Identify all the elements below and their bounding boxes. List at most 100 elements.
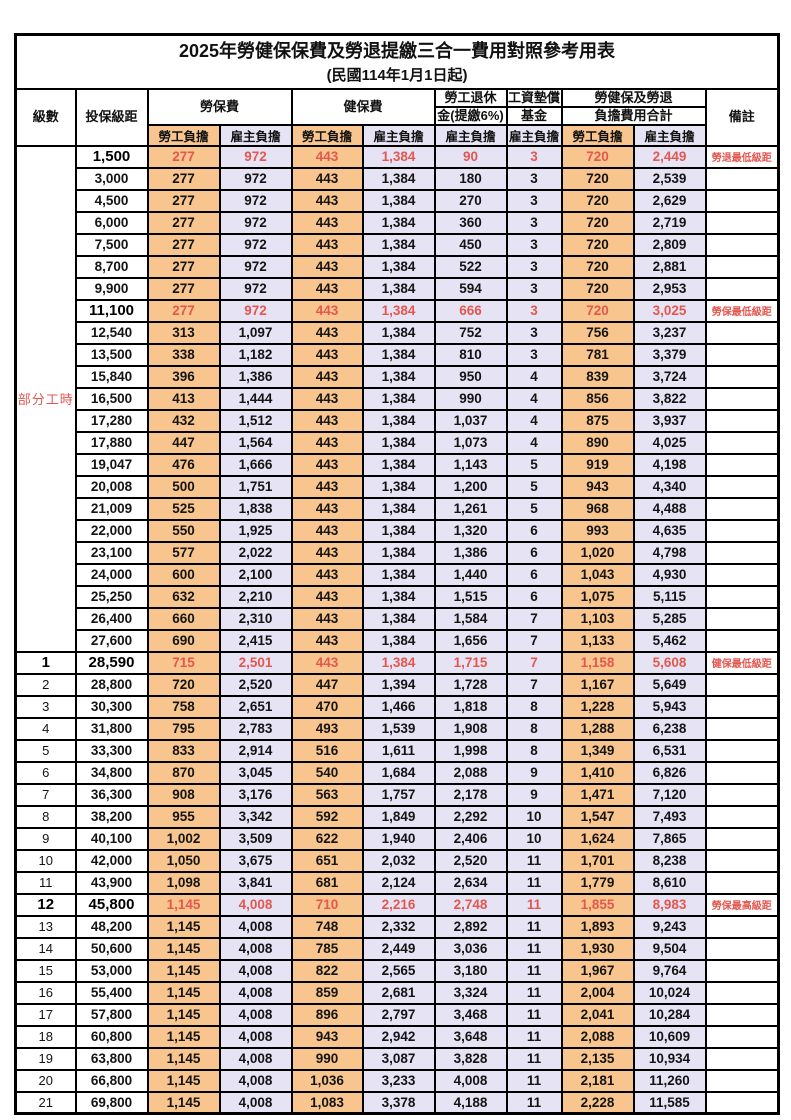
- cell-health-employer: 1,384: [361, 452, 436, 477]
- subheader-labor-employee: 勞工負擔: [146, 123, 221, 147]
- cell-labor-employer: 1,444: [218, 386, 293, 411]
- cell-total-employee: 993: [560, 518, 635, 543]
- cell-health-employee: 516: [290, 738, 364, 763]
- cell-level: 9: [14, 826, 77, 851]
- cell-health-employee: 1,083: [290, 1090, 364, 1115]
- cell-health-employer: 1,757: [361, 782, 436, 807]
- cell-total-employee: 856: [560, 386, 635, 411]
- header-labor-group: 勞保費: [146, 87, 293, 126]
- cell-level: 6: [14, 760, 77, 785]
- cell-wage-fund-employer: 11: [505, 1024, 563, 1049]
- cell-total-employee: 2,004: [560, 980, 635, 1005]
- cell-wage-fund-employer: 3: [505, 320, 563, 345]
- cell-health-employer: 1,384: [361, 298, 436, 323]
- cell-labor-employee: 413: [146, 386, 221, 411]
- cell-remark: [704, 474, 780, 499]
- cell-labor-employer: 2,415: [218, 628, 293, 653]
- cell-total-employee: 919: [560, 452, 635, 477]
- cell-bracket: 22,000: [74, 518, 149, 543]
- table-container: 2025年勞健保保費及勞退提繳三合一費用對照參考用表 (民國114年1月1日起)…: [14, 33, 781, 1115]
- cell-labor-employee: 277: [146, 210, 221, 235]
- cell-wage-fund-employer: 5: [505, 474, 563, 499]
- table-row: 15,840 396 1,386 443 1,384 950 4 839 3,724: [16, 364, 780, 389]
- cell-labor-employee: 277: [146, 144, 221, 169]
- cell-labor-employee: 1,145: [146, 1068, 221, 1093]
- cell-health-employer: 1,384: [361, 144, 436, 169]
- cell-total-employer: 3,025: [632, 298, 707, 323]
- cell-remark: [704, 760, 780, 785]
- cell-labor-employee: 908: [146, 782, 221, 807]
- cell-remark: 勞退最低級距: [704, 144, 780, 169]
- cell-labor-employer: 4,008: [218, 980, 293, 1005]
- cell-labor-employee: 955: [146, 804, 221, 829]
- cell-labor-employee: 525: [146, 496, 221, 521]
- cell-pension-employer: 3,180: [433, 958, 508, 983]
- cell-labor-employer: 2,501: [218, 650, 293, 675]
- cell-bracket: 23,100: [74, 540, 149, 565]
- title-cell: 2025年勞健保保費及勞退提繳三合一費用對照參考用表 (民國114年1月1日起): [14, 33, 780, 90]
- cell-labor-employer: 2,914: [218, 738, 293, 763]
- cell-bracket: 43,900: [74, 870, 149, 895]
- cell-bracket: 33,300: [74, 738, 149, 763]
- cell-pension-employer: 1,200: [433, 474, 508, 499]
- cell-labor-employer: 2,310: [218, 606, 293, 631]
- table-row: 8 38,200 955 3,342 592 1,849 2,292 10 1,547 7,493: [14, 804, 780, 829]
- cell-remark: [704, 386, 780, 411]
- cell-bracket: 60,800: [74, 1024, 149, 1049]
- cell-total-employer: 4,025: [632, 430, 707, 455]
- cell-level: 10: [14, 848, 77, 873]
- cell-labor-employer: 972: [218, 254, 293, 279]
- table-row: 4,500 277 972 443 1,384 270 3 720 2,629: [16, 188, 780, 213]
- cell-labor-employee: 1,145: [146, 1024, 221, 1049]
- cell-bracket: 19,047: [74, 452, 149, 477]
- table-row: 6 34,800 870 3,045 540 1,684 2,088 9 1,410 6,826: [14, 760, 780, 785]
- cell-health-employee: 943: [290, 1024, 364, 1049]
- cell-bracket: 24,000: [74, 562, 149, 587]
- page-subtitle: (民國114年1月1日起): [326, 66, 468, 84]
- cell-total-employee: 1,701: [560, 848, 635, 873]
- cell-total-employer: 2,953: [632, 276, 707, 301]
- cell-bracket: 7,500: [74, 232, 149, 257]
- subheader-labor-employer: 雇主負擔: [218, 123, 293, 147]
- cell-wage-fund-employer: 3: [505, 210, 563, 235]
- header-health-group: 健保費: [290, 87, 436, 126]
- cell-remark: [704, 716, 780, 741]
- table-row: 27,600 690 2,415 443 1,384 1,656 7 1,133 5,462: [16, 628, 780, 653]
- cell-labor-employer: 4,008: [218, 914, 293, 939]
- table-row: 8,700 277 972 443 1,384 522 3 720 2,881: [16, 254, 780, 279]
- cell-labor-employer: 4,008: [218, 892, 293, 917]
- page-title: 2025年勞健保保費及勞退提繳三合一費用對照參考用表: [179, 40, 616, 61]
- cell-health-employer: 1,384: [361, 540, 436, 565]
- table-body: 部分工時 1,500 277 972 443 1,384 90 3 720 2,449 勞退最低級距…: [14, 144, 780, 1115]
- cell-health-employer: 2,681: [361, 980, 436, 1005]
- cell-pension-employer: 3,468: [433, 1002, 508, 1027]
- cell-health-employee: 443: [290, 166, 364, 191]
- cell-labor-employee: 313: [146, 320, 221, 345]
- cell-bracket: 4,500: [74, 188, 149, 213]
- cell-health-employee: 443: [290, 276, 364, 301]
- cell-wage-fund-employer: 4: [505, 430, 563, 455]
- cell-labor-employee: 338: [146, 342, 221, 367]
- table-row: 25,250 632 2,210 443 1,384 1,515 6 1,075 5,115: [16, 584, 780, 609]
- cell-level: 7: [14, 782, 77, 807]
- table-row: 3,000 277 972 443 1,384 180 3 720 2,539: [16, 166, 780, 191]
- cell-health-employer: 2,565: [361, 958, 436, 983]
- cell-wage-fund-employer: 11: [505, 1002, 563, 1027]
- subheader-total-employee: 勞工負擔: [560, 123, 635, 147]
- cell-labor-employer: 4,008: [218, 936, 293, 961]
- cell-wage-fund-employer: 3: [505, 342, 563, 367]
- subheader-total-employer: 雇主負擔: [632, 123, 707, 147]
- cell-labor-employer: 1,751: [218, 474, 293, 499]
- cell-labor-employer: 1,386: [218, 364, 293, 389]
- cell-health-employee: 990: [290, 1046, 364, 1071]
- cell-remark: [704, 1002, 780, 1027]
- cell-total-employee: 1,103: [560, 606, 635, 631]
- cell-total-employee: 720: [560, 166, 635, 191]
- cell-total-employer: 8,983: [632, 892, 707, 917]
- cell-bracket: 17,880: [74, 430, 149, 455]
- cell-health-employee: 443: [290, 452, 364, 477]
- cell-remark: [704, 342, 780, 367]
- cell-health-employer: 1,384: [361, 210, 436, 235]
- cell-pension-employer: 752: [433, 320, 508, 345]
- cell-labor-employer: 2,100: [218, 562, 293, 587]
